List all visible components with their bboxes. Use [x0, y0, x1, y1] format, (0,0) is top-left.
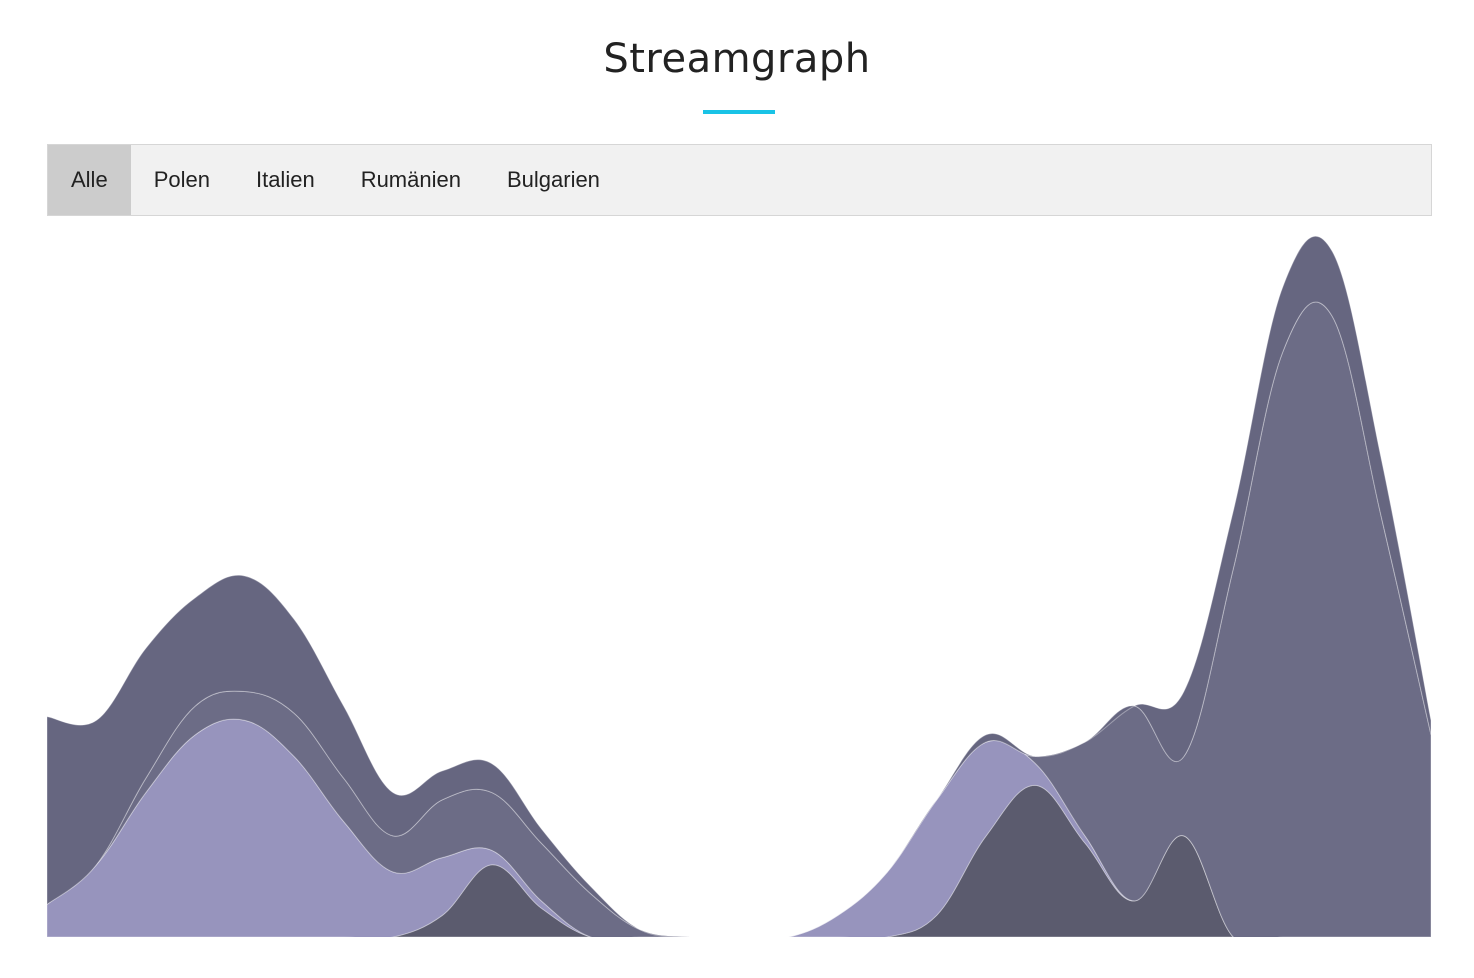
- streamgraph-chart: [47, 215, 1431, 937]
- tab-rumaenien[interactable]: Rumänien: [338, 145, 484, 215]
- tab-label: Bulgarien: [506, 167, 600, 192]
- tab-bulgarien[interactable]: Bulgarien: [484, 145, 623, 215]
- tab-label: Italien: [255, 167, 315, 192]
- stream-layer-1[interactable]: [47, 784, 1431, 937]
- filter-tabbar: Alle Polen Italien Rumänien Bulgarien: [47, 144, 1432, 216]
- tab-alle[interactable]: Alle: [48, 145, 131, 215]
- tab-polen[interactable]: Polen: [131, 145, 233, 215]
- stream-layer-2[interactable]: [47, 718, 1431, 937]
- tab-italien[interactable]: Italien: [233, 145, 338, 215]
- title-underline: [703, 110, 775, 114]
- tab-label: Polen: [153, 167, 210, 192]
- stream-layer-4[interactable]: [47, 235, 1431, 937]
- tab-label: Alle: [71, 167, 108, 192]
- streamgraph-svg: [47, 235, 1431, 937]
- tab-label: Rumänien: [360, 167, 461, 192]
- page-title: Streamgraph: [603, 36, 871, 82]
